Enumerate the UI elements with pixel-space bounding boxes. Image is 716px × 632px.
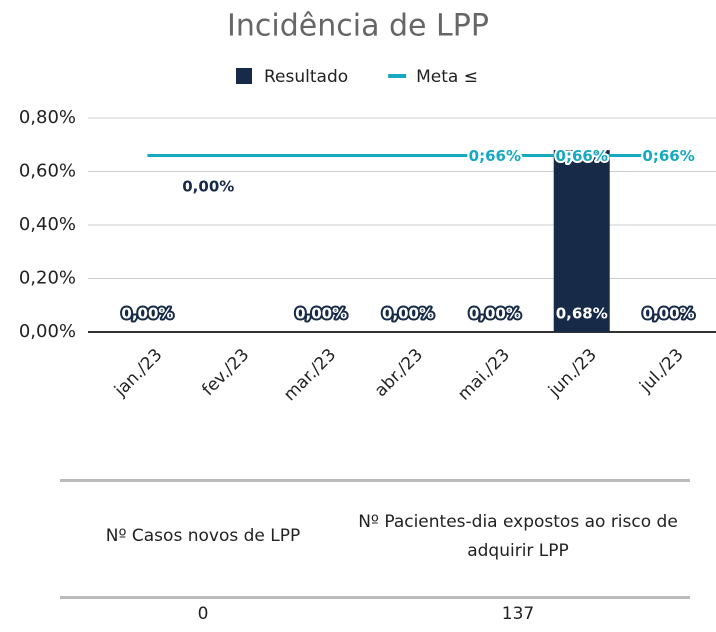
x-tick-label: abr./23: [371, 345, 427, 401]
data-label: 0,00%: [382, 305, 434, 323]
y-tick-label: 0,20%: [19, 268, 76, 289]
y-tick-label: 0,00%: [19, 321, 76, 342]
table-rule: [60, 596, 690, 599]
table-cell: 0: [197, 604, 209, 624]
data-label: 0,00%: [182, 178, 234, 196]
y-tick-label: 0,80%: [19, 107, 76, 128]
data-label: 0;66%: [469, 147, 521, 165]
x-tick-label: jun./23: [544, 345, 601, 402]
x-tick-label: jul./23: [635, 345, 687, 397]
data-label: 0,00%: [469, 305, 521, 323]
bar: [553, 150, 610, 332]
x-tick-label: fev./23: [198, 345, 253, 400]
data-label: 0;66%: [642, 147, 694, 165]
legend-label: Meta ≤: [416, 67, 478, 87]
y-tick-label: 0,40%: [19, 214, 76, 235]
x-tick-label: jan./23: [110, 345, 166, 401]
x-tick-label: mar./23: [280, 345, 340, 405]
legend-label: Resultado: [264, 67, 348, 87]
chart: Incidência de LPP 0,00% 0,20% 0,40% 0,60% 0,…: [19, 9, 716, 405]
data-label: 0,00%: [295, 305, 347, 323]
data-label: 0,68%: [556, 305, 608, 323]
data-label: 0,00%: [121, 305, 173, 323]
table-cell: 137: [501, 604, 535, 624]
x-tick-label: mai./23: [454, 345, 514, 405]
table-rule: [60, 479, 690, 482]
data-label: 0;66%: [556, 147, 608, 165]
y-tick-label: 0,60%: [19, 161, 76, 182]
chart-title: Incidência de LPP: [227, 9, 489, 44]
legend-swatch: [236, 68, 252, 84]
data-label: 0,00%: [643, 305, 695, 323]
table-header: Nº Casos novos de LPP: [105, 526, 301, 546]
table-header: Nº Pacientes-dia expostos ao risco de ad…: [358, 512, 678, 561]
